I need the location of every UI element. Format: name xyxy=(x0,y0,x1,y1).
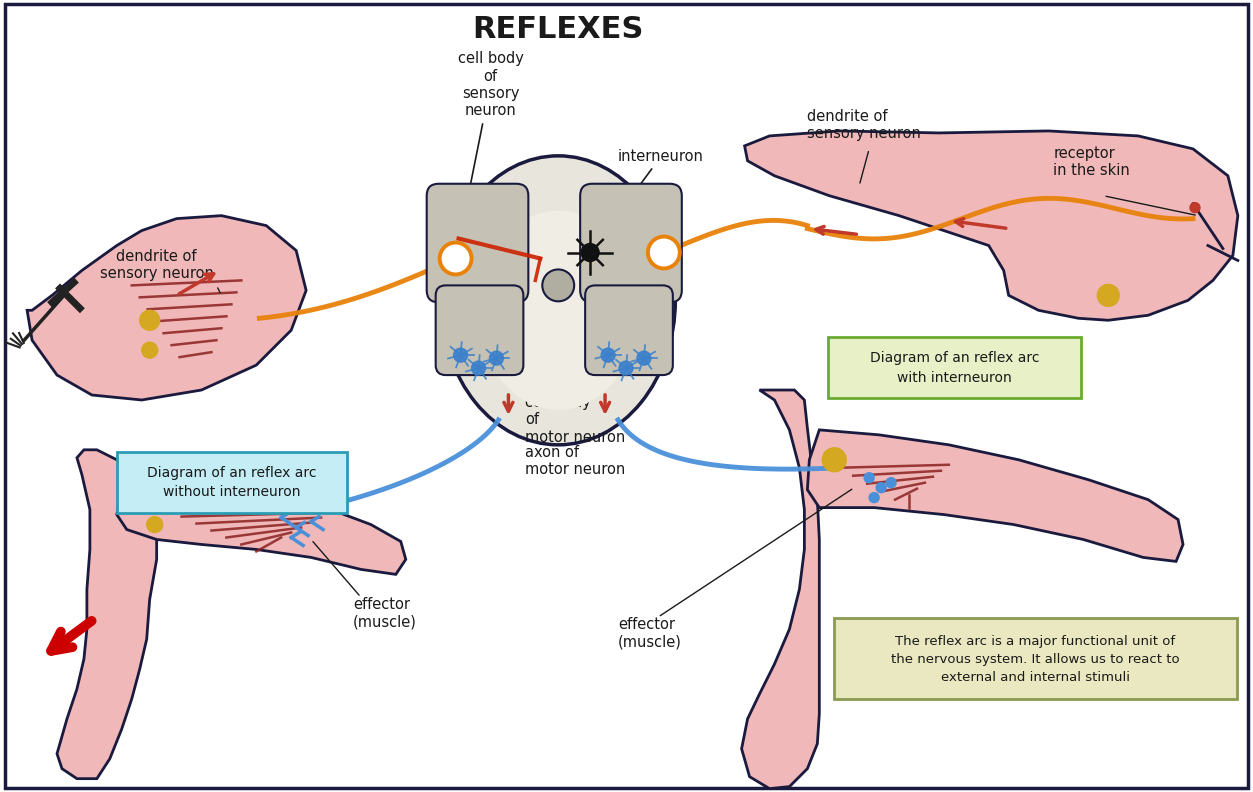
FancyBboxPatch shape xyxy=(117,451,347,512)
Text: receptor
in the skin: receptor in the skin xyxy=(1054,146,1130,178)
FancyBboxPatch shape xyxy=(834,619,1237,699)
Circle shape xyxy=(490,351,504,365)
Circle shape xyxy=(144,489,164,509)
Circle shape xyxy=(865,473,875,482)
Text: cell body
of
motor neuron: cell body of motor neuron xyxy=(525,395,625,445)
Polygon shape xyxy=(56,450,157,779)
Text: REFLEXES: REFLEXES xyxy=(472,15,644,44)
Text: axon of
motor neuron: axon of motor neuron xyxy=(525,445,625,478)
FancyBboxPatch shape xyxy=(580,184,682,303)
Circle shape xyxy=(142,342,158,358)
Ellipse shape xyxy=(479,211,638,410)
FancyBboxPatch shape xyxy=(427,184,529,303)
Circle shape xyxy=(1190,203,1200,212)
Circle shape xyxy=(876,482,886,493)
Polygon shape xyxy=(117,489,406,574)
Circle shape xyxy=(1098,284,1119,307)
Circle shape xyxy=(471,361,485,375)
Text: cell body
of
sensory
neuron: cell body of sensory neuron xyxy=(456,51,524,256)
Text: effector
(muscle): effector (muscle) xyxy=(353,597,417,630)
Polygon shape xyxy=(807,430,1183,562)
Circle shape xyxy=(822,447,846,472)
FancyBboxPatch shape xyxy=(436,285,524,375)
Circle shape xyxy=(601,348,615,362)
Circle shape xyxy=(543,269,574,301)
FancyBboxPatch shape xyxy=(828,337,1081,398)
Text: dendrite of
sensory neuron: dendrite of sensory neuron xyxy=(100,249,213,281)
Polygon shape xyxy=(28,215,306,400)
Text: Diagram of an reflex arc
with interneuron: Diagram of an reflex arc with interneuro… xyxy=(870,352,1040,385)
Polygon shape xyxy=(742,390,819,789)
Circle shape xyxy=(619,361,633,375)
Circle shape xyxy=(870,493,880,503)
FancyBboxPatch shape xyxy=(585,285,673,375)
Circle shape xyxy=(886,478,896,488)
Circle shape xyxy=(581,243,599,261)
Text: Diagram of an reflex arc
without interneuron: Diagram of an reflex arc without interne… xyxy=(147,466,316,500)
Circle shape xyxy=(637,351,650,365)
Text: The reflex arc is a major functional unit of
the nervous system. It allows us to: The reflex arc is a major functional uni… xyxy=(891,634,1180,683)
Circle shape xyxy=(140,310,159,330)
Circle shape xyxy=(147,516,163,532)
Polygon shape xyxy=(744,131,1238,320)
Text: effector
(muscle): effector (muscle) xyxy=(618,617,682,649)
Ellipse shape xyxy=(441,156,675,445)
Circle shape xyxy=(454,348,467,362)
Circle shape xyxy=(440,242,471,274)
Text: dendrite of
sensory neuron: dendrite of sensory neuron xyxy=(807,109,921,142)
Text: interneuron: interneuron xyxy=(591,149,704,250)
Circle shape xyxy=(648,237,680,268)
